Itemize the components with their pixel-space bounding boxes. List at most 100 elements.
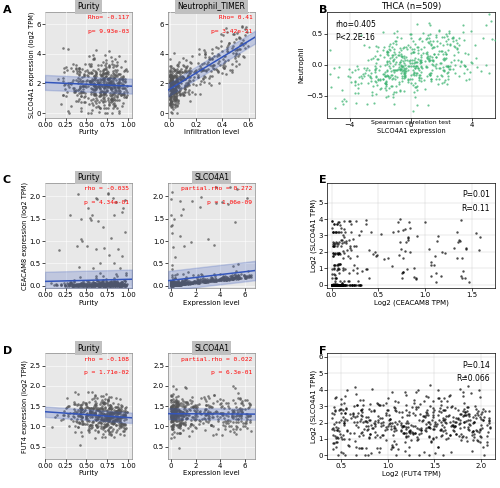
Point bbox=[409, 38, 417, 45]
Point bbox=[99, 400, 107, 407]
Point bbox=[94, 428, 102, 436]
Point bbox=[171, 415, 179, 423]
Point bbox=[104, 279, 112, 287]
Point bbox=[364, 66, 372, 74]
Point bbox=[73, 415, 81, 423]
Point bbox=[235, 411, 243, 419]
Point bbox=[92, 68, 100, 76]
Point bbox=[429, 404, 437, 412]
Point bbox=[452, 418, 460, 426]
Point bbox=[246, 273, 254, 281]
Point bbox=[169, 64, 177, 72]
Point bbox=[174, 75, 182, 82]
Point bbox=[118, 282, 126, 289]
Point bbox=[426, 71, 434, 79]
Point bbox=[240, 271, 248, 279]
Point bbox=[170, 93, 178, 101]
Point bbox=[209, 399, 217, 407]
Point bbox=[330, 262, 338, 269]
Text: partial.rho = 0.272: partial.rho = 0.272 bbox=[181, 186, 252, 191]
Point bbox=[212, 430, 220, 438]
Point bbox=[424, 393, 432, 401]
Point bbox=[100, 410, 108, 418]
Point bbox=[172, 401, 179, 408]
Point bbox=[66, 280, 74, 287]
Point bbox=[410, 429, 418, 437]
Point bbox=[330, 281, 338, 289]
Point bbox=[170, 85, 178, 93]
Point bbox=[333, 426, 341, 434]
Point bbox=[410, 107, 418, 115]
Point bbox=[91, 392, 99, 400]
Point bbox=[374, 56, 382, 63]
Point bbox=[122, 404, 130, 411]
Point bbox=[234, 185, 241, 193]
Point bbox=[174, 280, 182, 288]
Point bbox=[70, 398, 78, 406]
Point bbox=[383, 71, 391, 79]
Point bbox=[485, 69, 493, 77]
Point bbox=[166, 99, 174, 106]
Point bbox=[240, 419, 248, 427]
Point bbox=[172, 76, 180, 84]
Point bbox=[340, 249, 347, 257]
Point bbox=[229, 275, 237, 283]
Point bbox=[332, 281, 340, 289]
Point bbox=[72, 282, 80, 289]
Point bbox=[112, 55, 120, 62]
Point bbox=[61, 80, 69, 88]
Point bbox=[330, 281, 338, 289]
Point bbox=[400, 72, 407, 80]
Point bbox=[201, 427, 209, 434]
Point bbox=[340, 417, 348, 425]
Point bbox=[105, 282, 113, 289]
Point bbox=[228, 66, 236, 74]
Point bbox=[168, 90, 176, 98]
Point bbox=[104, 427, 112, 434]
Point bbox=[110, 274, 118, 282]
Point bbox=[176, 80, 184, 87]
Point bbox=[342, 97, 350, 105]
Point bbox=[470, 433, 478, 441]
Point bbox=[234, 52, 242, 60]
Point bbox=[168, 75, 176, 83]
Point bbox=[88, 408, 96, 416]
Point bbox=[338, 281, 346, 289]
Point bbox=[386, 46, 394, 54]
Point bbox=[92, 274, 100, 282]
Point bbox=[204, 411, 212, 419]
Point bbox=[98, 75, 106, 83]
Point bbox=[111, 66, 119, 74]
Point bbox=[424, 409, 432, 417]
Point bbox=[400, 428, 408, 436]
Point bbox=[208, 62, 216, 70]
Point bbox=[78, 280, 86, 288]
Point bbox=[371, 66, 379, 74]
Point bbox=[434, 386, 442, 393]
Point bbox=[84, 94, 92, 102]
Point bbox=[179, 90, 187, 98]
Point bbox=[469, 413, 477, 421]
Point bbox=[210, 270, 218, 278]
Point bbox=[346, 217, 354, 225]
Point bbox=[106, 401, 114, 409]
Point bbox=[332, 281, 340, 289]
Point bbox=[426, 423, 434, 431]
Point bbox=[470, 411, 478, 419]
Point bbox=[224, 39, 232, 47]
Point bbox=[99, 392, 107, 400]
Point bbox=[92, 421, 100, 428]
Point bbox=[186, 416, 194, 424]
Point bbox=[172, 399, 180, 407]
Point bbox=[492, 36, 500, 43]
Point bbox=[90, 54, 98, 61]
Point bbox=[181, 420, 189, 427]
Point bbox=[86, 404, 94, 412]
Point bbox=[168, 281, 175, 288]
Point bbox=[462, 62, 469, 70]
Point bbox=[202, 417, 210, 425]
Point bbox=[167, 281, 175, 288]
Point bbox=[109, 281, 117, 289]
Point bbox=[118, 278, 126, 286]
Point bbox=[176, 416, 184, 424]
